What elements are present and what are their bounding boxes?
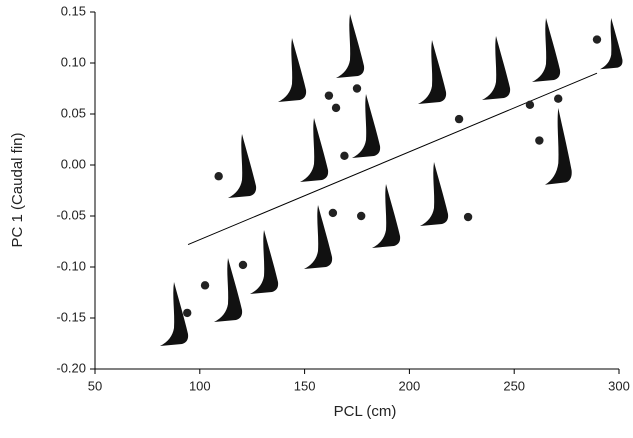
y-tick-label: -0.10 — [56, 258, 86, 273]
x-tick-label: 50 — [88, 378, 102, 393]
point — [200, 281, 210, 290]
x-tick-label: 300 — [608, 378, 630, 393]
point — [214, 172, 223, 181]
point — [454, 114, 464, 124]
fin-icon — [300, 118, 329, 182]
y-tick-label: -0.05 — [56, 207, 86, 222]
fin-icon — [250, 230, 279, 294]
fin-icon — [545, 108, 572, 185]
point — [535, 136, 544, 145]
fin-icon — [420, 162, 449, 226]
fin-icon — [304, 205, 333, 269]
point — [331, 103, 341, 113]
y-tick-label: -0.20 — [56, 360, 86, 375]
fin-icon — [336, 14, 365, 78]
fin-icon — [214, 258, 243, 322]
x-tick-label: 150 — [294, 378, 316, 393]
fin-icon — [352, 94, 381, 158]
y-tick-label: 0.00 — [61, 156, 86, 171]
fin-icon — [600, 18, 623, 70]
x-axis-title: PCL (cm) — [334, 403, 397, 420]
fin-silhouettes — [160, 14, 623, 346]
point — [525, 100, 535, 110]
point — [324, 91, 334, 100]
y-tick-label: 0.10 — [61, 54, 86, 69]
point — [356, 211, 366, 221]
point — [554, 94, 563, 103]
y-tick-label: 0.05 — [61, 105, 86, 120]
point — [340, 151, 349, 161]
x-tick-label: 100 — [189, 378, 211, 393]
point — [238, 260, 248, 270]
y-tick-label: -0.15 — [56, 309, 86, 324]
fin-icon — [372, 184, 401, 248]
fin-icon — [418, 40, 447, 104]
fin-icon — [278, 38, 307, 102]
fin-icon — [532, 18, 561, 82]
point — [592, 35, 602, 44]
x-tick-label: 200 — [399, 378, 421, 393]
point — [328, 208, 338, 218]
fin-icon — [482, 36, 511, 100]
x-tick-label: 250 — [503, 378, 525, 393]
point — [183, 308, 192, 318]
point — [352, 84, 362, 93]
fin-icon — [228, 134, 257, 198]
point — [463, 212, 473, 222]
y-axis-title: PC 1 (Caudal fin) — [9, 132, 26, 247]
y-tick-label: 0.15 — [61, 3, 86, 18]
